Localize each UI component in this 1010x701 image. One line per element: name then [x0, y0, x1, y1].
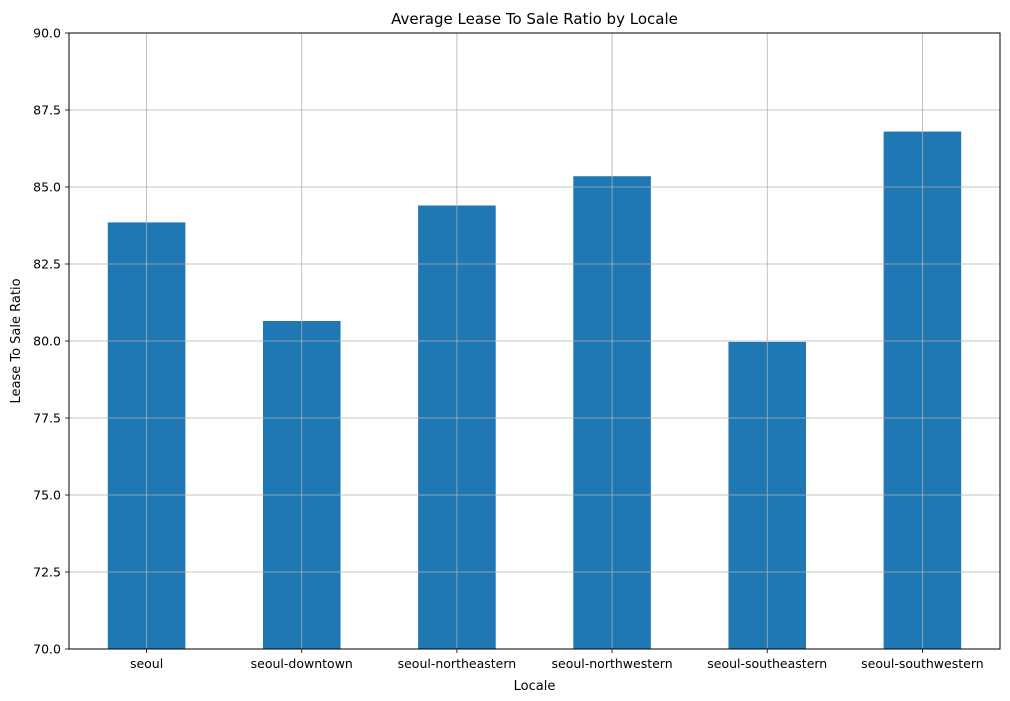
x-axis-title: Locale	[514, 679, 556, 694]
bars-layer	[107, 131, 962, 650]
y-tick-label: 70.0	[33, 642, 61, 657]
y-tick-label: 80.0	[33, 334, 61, 349]
x-tick-label: seoul-northwestern	[552, 656, 673, 671]
y-tick-label: 85.0	[33, 180, 61, 195]
grid-layer	[69, 32, 1000, 650]
x-tick-label: seoul-southeastern	[707, 656, 827, 671]
y-tick-label: 72.5	[33, 565, 61, 580]
y-tick-label: 87.5	[33, 103, 61, 118]
x-tick-label: seoul-downtown	[251, 656, 353, 671]
chart-title: Average Lease To Sale Ratio by Locale	[391, 10, 678, 28]
y-axis-title: Lease To Sale Ratio	[9, 278, 24, 403]
y-tick-label: 82.5	[33, 257, 61, 272]
x-tick-label: seoul-northeastern	[398, 656, 517, 671]
y-tick-label: 90.0	[33, 26, 61, 41]
ticks-layer: 70.0 72.5 75.0 77.5 80.0 82.5 85.0 87.5 90.0 seou…	[33, 26, 984, 672]
x-tick-label: seoul-southwestern	[861, 656, 984, 671]
x-tick-label: seoul	[130, 656, 163, 671]
y-tick-label: 77.5	[33, 411, 61, 426]
y-tick-label: 75.0	[33, 488, 61, 503]
